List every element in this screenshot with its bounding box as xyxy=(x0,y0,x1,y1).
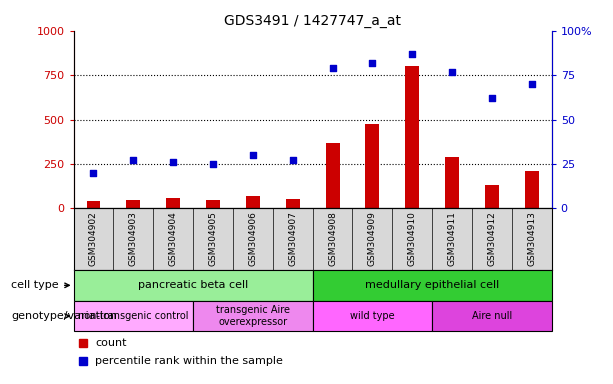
Text: wild type: wild type xyxy=(350,311,395,321)
Bar xyxy=(246,196,260,209)
Point xyxy=(447,68,457,74)
Bar xyxy=(313,301,432,331)
Bar xyxy=(485,185,499,209)
Text: cell type: cell type xyxy=(12,280,69,290)
Text: GSM304913: GSM304913 xyxy=(527,212,536,266)
Point xyxy=(407,51,417,57)
Text: medullary epithelial cell: medullary epithelial cell xyxy=(365,280,500,290)
Bar xyxy=(445,157,459,209)
Text: count: count xyxy=(95,338,126,348)
Text: pancreatic beta cell: pancreatic beta cell xyxy=(138,280,248,290)
Point xyxy=(368,60,378,66)
Point xyxy=(328,65,338,71)
Text: GSM304910: GSM304910 xyxy=(408,212,417,266)
Point xyxy=(288,157,298,164)
Bar xyxy=(126,200,140,209)
Text: GSM304907: GSM304907 xyxy=(288,212,297,266)
Point xyxy=(527,81,537,87)
Text: GSM304902: GSM304902 xyxy=(89,212,98,266)
Text: GSM304906: GSM304906 xyxy=(248,212,257,266)
Point xyxy=(208,161,218,167)
Bar xyxy=(166,198,180,209)
Bar xyxy=(193,301,313,331)
Text: GSM304911: GSM304911 xyxy=(447,212,457,266)
Bar xyxy=(432,301,552,331)
Text: genotype/variation: genotype/variation xyxy=(12,311,118,321)
Text: GSM304904: GSM304904 xyxy=(169,212,178,266)
Bar xyxy=(326,143,340,209)
Point xyxy=(168,159,178,165)
Text: GSM304905: GSM304905 xyxy=(208,212,218,266)
Point xyxy=(248,152,258,158)
Text: GSM304903: GSM304903 xyxy=(129,212,138,266)
Point xyxy=(129,157,139,164)
Text: percentile rank within the sample: percentile rank within the sample xyxy=(95,356,283,366)
Text: GSM304909: GSM304909 xyxy=(368,212,377,266)
Text: Aire null: Aire null xyxy=(472,311,512,321)
Bar xyxy=(365,124,379,209)
Text: GSM304908: GSM304908 xyxy=(328,212,337,266)
Bar xyxy=(86,201,101,209)
Bar xyxy=(74,301,193,331)
Point xyxy=(487,95,497,101)
Bar xyxy=(286,199,300,209)
Text: GSM304912: GSM304912 xyxy=(487,212,497,266)
Bar xyxy=(525,171,539,209)
Bar xyxy=(405,66,419,209)
Bar xyxy=(74,270,313,301)
Text: transgenic Aire
overexpressor: transgenic Aire overexpressor xyxy=(216,305,290,327)
Bar xyxy=(313,270,552,301)
Point xyxy=(88,170,98,176)
Text: non-transgenic control: non-transgenic control xyxy=(78,311,189,321)
Bar xyxy=(206,200,220,209)
Title: GDS3491 / 1427747_a_at: GDS3491 / 1427747_a_at xyxy=(224,14,401,28)
